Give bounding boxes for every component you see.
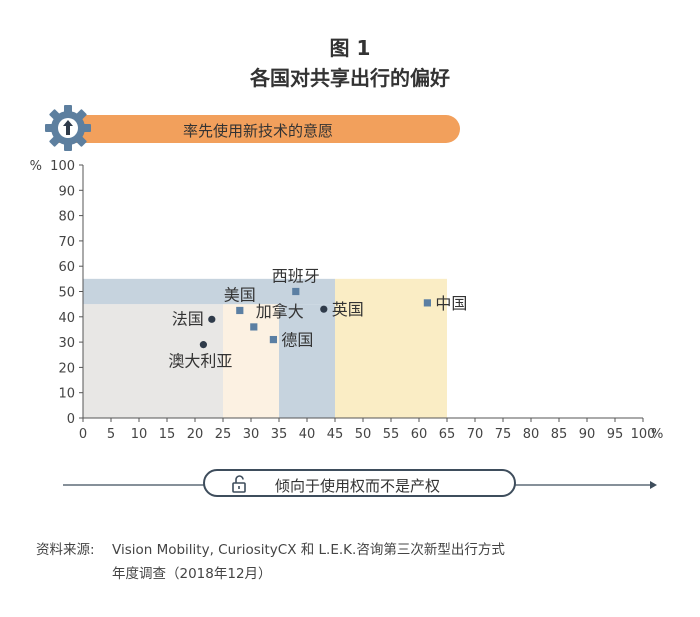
source-label: 资料来源: xyxy=(36,542,95,558)
data-point-5 xyxy=(292,287,300,296)
x-tick-label-85: 85 xyxy=(551,427,568,442)
x-tick-label-40: 40 xyxy=(299,427,316,442)
x-tick-label-95: 95 xyxy=(607,427,624,442)
x-tick-label-25: 25 xyxy=(215,427,232,442)
data-label-4: 德国 xyxy=(281,331,313,350)
data-point-4 xyxy=(269,335,277,344)
data-label-7: 中国 xyxy=(435,294,467,313)
unlocked-padlock-icon xyxy=(232,475,246,493)
data-point-2 xyxy=(236,306,244,315)
scatter-chart: 0 5 10 15 20 25 30 35 40 45 50 55 60 65 70 75 80 85 90 95 10… xyxy=(30,159,664,442)
gear-up-arrow-icon xyxy=(45,105,91,151)
axes: 0 5 10 15 20 25 30 35 40 45 50 55 60 65 70 75 80 85 90 95 10… xyxy=(30,159,664,442)
data-point-0 xyxy=(199,341,207,349)
figure-label: 图 1 xyxy=(329,36,371,60)
x-tick-label-90: 90 xyxy=(579,427,596,442)
x-tick-label-20: 20 xyxy=(187,427,204,442)
data-label-1: 法国 xyxy=(172,309,204,328)
x-tick-label-30: 30 xyxy=(243,427,260,442)
y-tick-label-0: 0 xyxy=(67,412,75,427)
x-tick-label-15: 15 xyxy=(159,427,176,442)
bottom-banner-label: 倾向于使用权而不是产权 xyxy=(275,477,441,495)
x-tick-label-70: 70 xyxy=(467,427,484,442)
data-label-5: 西班牙 xyxy=(272,267,320,286)
bottom-banner: 倾向于使用权而不是产权 xyxy=(203,469,516,497)
x-tick-label-55: 55 xyxy=(383,427,400,442)
data-point-1 xyxy=(208,315,216,323)
source-line-1: Vision Mobility, CuriosityCX 和 L.E.K.咨询第… xyxy=(112,542,505,558)
x-tick-label-50: 50 xyxy=(355,427,372,442)
zone-1 xyxy=(223,304,279,418)
x-tick-label-5: 5 xyxy=(107,427,115,442)
x-tick-label-65: 65 xyxy=(439,427,456,442)
y-tick-label-50: 50 xyxy=(58,286,75,301)
y-tick-label-30: 30 xyxy=(58,336,75,351)
x-unit-label: % xyxy=(651,427,663,442)
data-point-3 xyxy=(250,323,258,331)
y-tick-label-70: 70 xyxy=(58,235,75,250)
zone-0 xyxy=(83,304,223,418)
x-tick-label-60: 60 xyxy=(411,427,428,442)
source-line-2: 年度调查（2018年12月） xyxy=(112,566,272,582)
data-label-6: 英国 xyxy=(332,300,364,319)
zones xyxy=(83,278,447,418)
y-tick-label-80: 80 xyxy=(58,210,75,225)
top-banner: 率先使用新技术的意愿 xyxy=(56,115,460,143)
y-tick-label-40: 40 xyxy=(58,311,75,326)
zone-3 xyxy=(279,304,335,418)
x-tick-label-80: 80 xyxy=(523,427,540,442)
x-tick-label-10: 10 xyxy=(131,427,148,442)
top-banner-label: 率先使用新技术的意愿 xyxy=(182,122,333,140)
y-unit-label: % xyxy=(30,159,42,174)
data-label-2: 美国 xyxy=(224,285,256,304)
x-tick-label-35: 35 xyxy=(271,427,288,442)
x-tick-label-100: 100 xyxy=(631,427,656,442)
data-point-6 xyxy=(320,305,328,313)
y-tick-label-100: 100 xyxy=(50,159,75,174)
y-tick-label-90: 90 xyxy=(58,184,75,199)
data-label-0: 澳大利亚 xyxy=(168,352,232,371)
y-tick-label-20: 20 xyxy=(58,361,75,376)
data-label-3: 加拿大 xyxy=(256,302,304,321)
figure-title: 各国对共享出行的偏好 xyxy=(250,66,450,90)
x-tick-label-45: 45 xyxy=(327,427,344,442)
x-tick-label-75: 75 xyxy=(495,427,512,442)
data-point-7 xyxy=(423,299,431,307)
y-tick-label-60: 60 xyxy=(58,260,75,275)
y-tick-label-10: 10 xyxy=(58,387,75,402)
x-tick-label-0: 0 xyxy=(79,427,87,442)
